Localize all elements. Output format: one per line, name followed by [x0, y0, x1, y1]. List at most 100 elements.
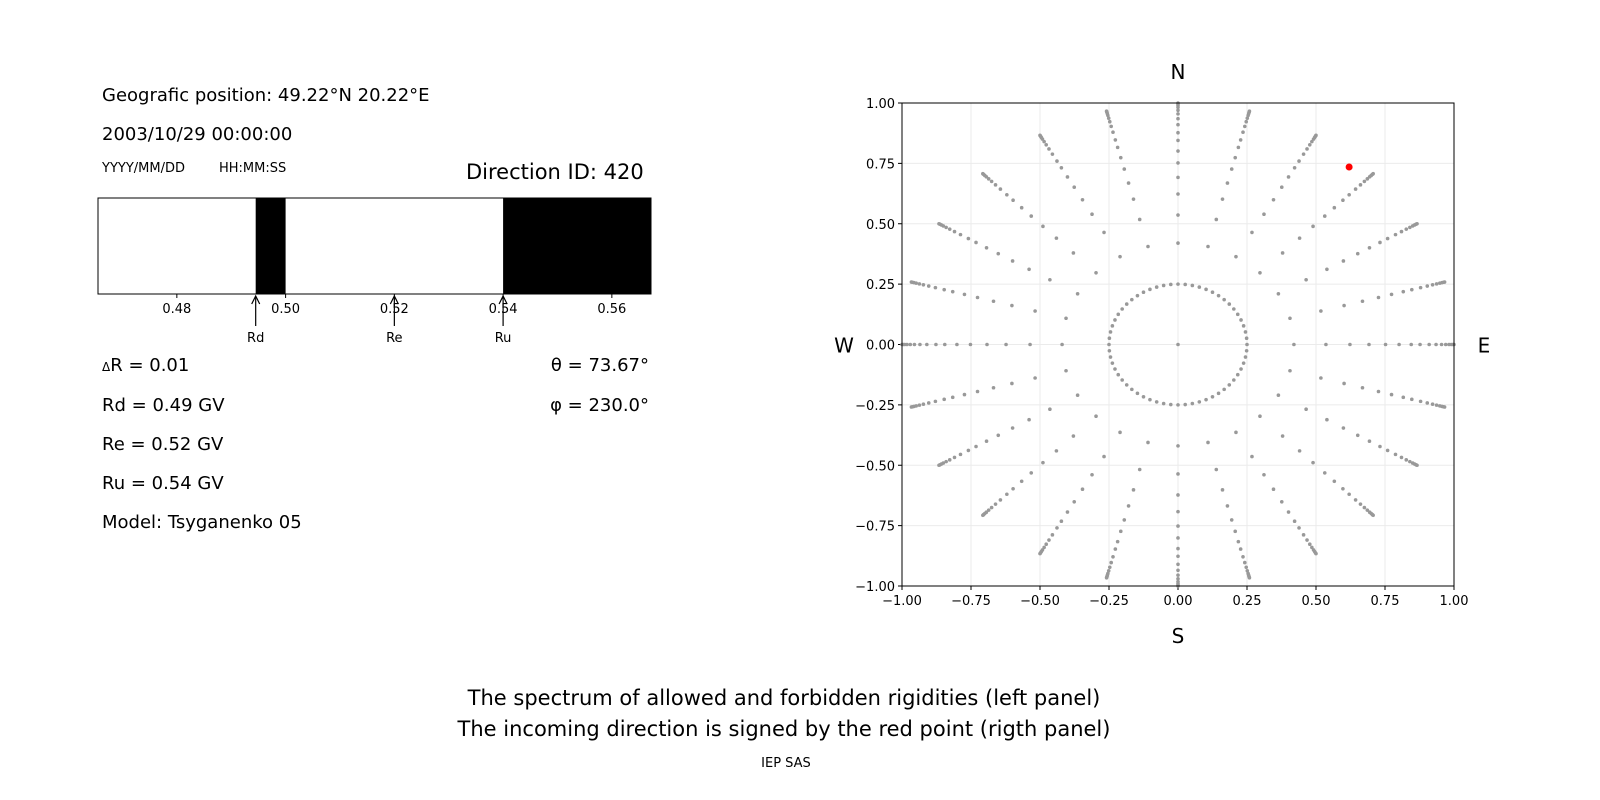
direction-chart: −1.00−1.00 −0.75 −0.75 −0.50 −0.50 −0.25 −0.25…	[834, 60, 1491, 648]
y-tick-label: 0.50	[866, 218, 895, 233]
grid-point	[1332, 479, 1337, 484]
grid-point	[1385, 236, 1390, 241]
axes-frame	[97, 197, 652, 295]
grid-point	[950, 289, 955, 294]
grid-point	[1176, 116, 1180, 121]
grid-point	[989, 505, 994, 510]
grid-point	[1385, 448, 1390, 453]
grid-point	[1176, 175, 1180, 180]
grid-point	[1048, 277, 1052, 282]
grid-point	[1229, 518, 1234, 522]
grid-point	[1071, 434, 1076, 438]
grid-point	[944, 459, 948, 464]
grid-point	[1250, 454, 1254, 459]
grid-point	[1135, 293, 1140, 298]
grid-point	[1111, 130, 1115, 135]
grid-point	[1244, 349, 1249, 353]
grid-point	[1271, 487, 1276, 492]
geographic-position: Geografic position: 49.22°N 20.22°E	[102, 85, 430, 106]
grid-point	[1090, 472, 1094, 477]
grid-point	[1342, 303, 1346, 308]
grid-point	[998, 498, 1003, 502]
grid-point	[1055, 159, 1059, 163]
grid-point	[1161, 401, 1166, 406]
grid-point	[1301, 152, 1306, 156]
x-tick-label: 0.75	[1371, 594, 1400, 609]
footer-line-2: The incoming direction is signed by the …	[457, 717, 1111, 741]
direction-id: Direction ID: 420	[466, 160, 644, 184]
grid-point	[1113, 547, 1118, 551]
grid-point	[1109, 560, 1114, 565]
compass-east: E	[1478, 334, 1491, 358]
grid-point	[1222, 387, 1226, 392]
x-tick-label: −0.50	[1020, 594, 1060, 609]
grid-point	[950, 395, 955, 400]
grid-point	[1118, 254, 1122, 259]
ru-value: Ru = 0.54 GV	[102, 473, 224, 494]
grid-point	[1033, 309, 1037, 313]
grid-point	[1168, 282, 1173, 287]
grid-point	[1168, 402, 1173, 407]
grid-point	[1071, 251, 1076, 255]
grid-point	[958, 232, 963, 237]
grid-point	[1347, 192, 1351, 197]
grid-point	[1297, 236, 1302, 240]
grid-point	[981, 171, 985, 176]
grid-point	[1355, 251, 1360, 256]
grid-point	[968, 342, 973, 347]
grid-point	[1297, 159, 1301, 163]
grid-point	[1288, 316, 1292, 321]
grid-point	[1137, 467, 1142, 472]
grid-point	[1107, 119, 1112, 124]
footer-line-1: The spectrum of allowed and forbidden ri…	[467, 686, 1101, 710]
grid-point	[1245, 342, 1249, 347]
grid-point	[1425, 401, 1430, 405]
grid-point	[1232, 307, 1236, 311]
grid-point	[1311, 460, 1315, 465]
grid-point	[1204, 287, 1208, 292]
grid-point	[1104, 109, 1109, 114]
y-tick-label: −0.75	[855, 520, 895, 535]
grid-point	[993, 183, 998, 187]
grid-point	[1238, 138, 1243, 142]
grid-point	[1048, 407, 1052, 412]
grid-point	[925, 342, 929, 347]
grid-point	[1279, 499, 1284, 504]
grid-point	[1258, 414, 1262, 419]
grid-point	[1442, 280, 1447, 284]
grid-point	[909, 280, 914, 284]
grid-point	[1425, 284, 1430, 288]
grid-point	[1059, 165, 1064, 170]
grid-point	[1241, 324, 1246, 328]
grid-point	[1365, 508, 1370, 512]
grid-point	[1176, 509, 1180, 514]
grid-point	[1115, 539, 1120, 544]
grid-point	[1355, 433, 1360, 438]
grid-point	[989, 179, 994, 184]
grid-point	[1415, 221, 1419, 226]
grid-point	[1044, 142, 1049, 147]
grid-point	[1011, 486, 1015, 491]
grid-point	[1216, 293, 1221, 298]
grid-point	[1233, 529, 1238, 534]
grid-point	[1292, 165, 1297, 170]
grid-point	[1176, 576, 1180, 581]
grid-point	[1378, 444, 1382, 449]
grid-point	[1367, 439, 1372, 444]
grid-point	[1005, 192, 1009, 197]
grid-point	[1401, 395, 1406, 400]
grid-point	[1141, 290, 1146, 295]
y-tick-label: −0.25	[855, 399, 895, 414]
grid-point	[1122, 167, 1127, 171]
grid-point	[1214, 467, 1219, 472]
grid-point	[1102, 230, 1106, 235]
grid-point	[1176, 282, 1180, 286]
marker-label-ru: Ru	[495, 331, 512, 346]
x-tick-label: 0.50	[271, 302, 300, 317]
grid-point	[955, 342, 959, 347]
grid-point	[1075, 393, 1080, 398]
grid-point	[1135, 391, 1140, 396]
grid-point	[1122, 518, 1127, 522]
grid-point	[1094, 414, 1098, 419]
datetime: 2003/10/29 00:00:00	[102, 124, 293, 145]
